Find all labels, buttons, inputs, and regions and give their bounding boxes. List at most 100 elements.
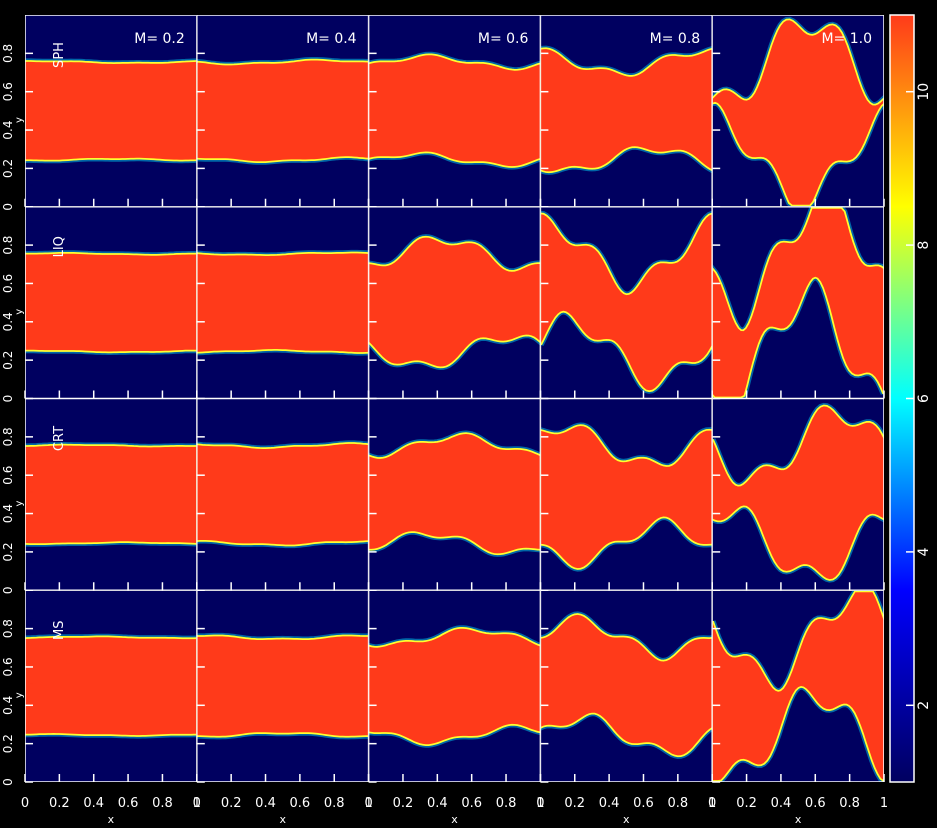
y-axis-label: y	[14, 117, 25, 123]
x-axis-label: x	[108, 813, 115, 826]
colorbar-tick-label: 10	[916, 83, 932, 101]
x-tick-label: 0.2	[736, 796, 757, 811]
x-tick-label: 0.8	[667, 796, 688, 811]
panel-ms-4	[540, 590, 713, 782]
dense-slab	[196, 443, 369, 545]
colorbar: 2 4 6 8 10	[889, 14, 932, 783]
colorbar-tick-label: 8	[916, 241, 932, 250]
x-tick-label: 0.8	[152, 796, 173, 811]
colorbar-tick-label: 4	[916, 547, 932, 556]
row-label: SPH	[52, 42, 67, 68]
dense-slab	[196, 636, 369, 736]
column-label: M= 0.2	[134, 31, 185, 47]
dense-slab	[368, 55, 541, 167]
dense-slab	[540, 49, 713, 172]
column-label: M= 1.0	[821, 31, 872, 47]
column-label: M= 0.4	[306, 31, 357, 47]
x-axis-label: x	[623, 813, 630, 826]
dense-slab	[712, 406, 884, 580]
y-tick-label: 0.2	[1, 734, 15, 753]
panel-liq-4	[540, 206, 713, 399]
panel-ms-5	[712, 590, 885, 782]
panel-ms-1	[25, 590, 197, 782]
x-tick-label: 0.2	[564, 796, 585, 811]
y-tick-label: 0	[1, 203, 15, 211]
x-tick-label: 0	[708, 796, 716, 811]
panel-liq-5	[712, 206, 885, 399]
dense-slab	[368, 237, 541, 367]
y-tick-label: 0.2	[1, 542, 15, 561]
dense-slab	[196, 60, 369, 162]
dense-slab	[540, 214, 713, 391]
dense-slab	[540, 426, 713, 569]
y-tick-label: 0.2	[1, 351, 15, 370]
colorbar-tick-label: 6	[916, 394, 932, 403]
panel-liq-2	[196, 206, 369, 399]
panel-grid	[25, 15, 885, 782]
row-label: MS	[52, 621, 67, 640]
x-axis-label: x	[279, 813, 286, 826]
x-tick-label: 0.6	[118, 796, 139, 811]
row-label: CRT	[52, 426, 67, 451]
y-tick-label: 0.6	[1, 466, 15, 485]
dense-slab	[368, 628, 541, 745]
x-tick-label: 0.2	[221, 796, 242, 811]
x-tick-label: 1	[880, 796, 888, 811]
dense-slab	[712, 592, 884, 781]
y-tick-label: 0.4	[1, 312, 15, 331]
y-tick-label: 0.8	[1, 619, 15, 638]
x-tick-label: 1	[708, 796, 716, 811]
x-tick-label: 0.6	[805, 796, 826, 811]
x-tick-label: 1	[193, 796, 201, 811]
panel-crt-1	[25, 398, 197, 591]
y-axis-label: y	[14, 692, 25, 698]
panel-sph-5	[712, 15, 885, 207]
panel-liq-3	[368, 206, 541, 399]
axes: 0 0.2 0.4 0.6 0.8 y 0 0.2 0.4 0.6 0.8 y 0 0.2 0.4 0.6 0.…	[1, 44, 888, 826]
panel-liq-1	[25, 206, 197, 399]
y-tick-label: 0.6	[1, 82, 15, 101]
y-tick-label: 0.8	[1, 236, 15, 255]
x-tick-label: 0.4	[83, 796, 104, 811]
x-tick-label: 0.4	[599, 796, 620, 811]
y-tick-label: 0.4	[1, 504, 15, 523]
x-tick-label: 0.6	[290, 796, 311, 811]
dense-slab	[368, 434, 541, 554]
y-tick-label: 0.2	[1, 159, 15, 178]
x-tick-label: 0.8	[839, 796, 860, 811]
x-tick-label: 0.4	[771, 796, 792, 811]
dense-slab	[712, 208, 884, 397]
column-label: M= 0.6	[478, 31, 529, 47]
dense-slab	[25, 445, 197, 544]
dense-slab	[712, 20, 884, 205]
panel-crt-4	[540, 398, 713, 591]
panel-sph-1	[25, 15, 197, 207]
x-tick-label: 0.6	[633, 796, 654, 811]
y-tick-label: 0.4	[1, 696, 15, 715]
dense-slab	[25, 637, 197, 736]
y-tick-label: 0	[1, 586, 15, 594]
y-tick-label: 0	[1, 778, 15, 786]
dense-slab	[25, 253, 197, 352]
panel-ms-2	[196, 590, 369, 782]
x-tick-label: 0.4	[255, 796, 276, 811]
panel-crt-5	[712, 398, 885, 591]
x-tick-label: 0	[536, 796, 544, 811]
x-axis-label: x	[795, 813, 802, 826]
y-tick-label: 0.6	[1, 657, 15, 676]
dense-slab	[196, 253, 369, 353]
y-axis-label: y	[14, 309, 25, 315]
x-tick-label: 0	[21, 796, 29, 811]
colorbar-scale	[889, 14, 915, 783]
x-tick-label: 1	[364, 796, 372, 811]
x-tick-label: 0	[364, 796, 372, 811]
y-tick-label: 0	[1, 395, 15, 403]
y-tick-label: 0.6	[1, 274, 15, 293]
panel-sph-3	[368, 15, 541, 207]
panel-labels: M= 0.2 SPH M= 0.4 M= 0.6 M= 0.8 M= 1.0 LIQ CRT M…	[52, 31, 872, 640]
x-tick-label: 0.4	[427, 796, 448, 811]
x-tick-label: 0.8	[496, 796, 517, 811]
x-tick-label: 0.6	[461, 796, 482, 811]
dense-slab	[540, 614, 713, 756]
y-tick-label: 0.8	[1, 427, 15, 446]
